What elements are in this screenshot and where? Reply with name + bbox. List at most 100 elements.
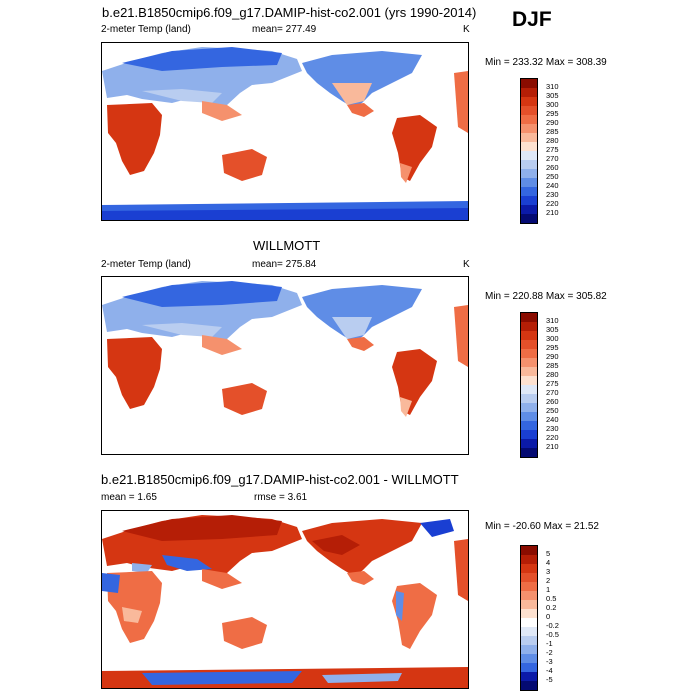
panel-2-mean: mean= 275.84 <box>252 259 317 270</box>
colorbar-label: 290 <box>546 352 559 361</box>
colorbar-swatch <box>521 169 537 178</box>
panel-2-title: WILLMOTT <box>253 238 321 253</box>
colorbar-label: -4 <box>546 666 553 675</box>
panel-2-map-graphic <box>102 281 468 417</box>
colorbar-swatch <box>521 340 537 349</box>
colorbar-label: -3 <box>546 657 553 666</box>
colorbar-swatch <box>521 591 537 600</box>
panel-1-map-graphic <box>102 47 468 220</box>
colorbar-label: 305 <box>546 91 559 100</box>
colorbar-label: 295 <box>546 109 559 118</box>
colorbar-label: 300 <box>546 100 559 109</box>
colorbar-label: 280 <box>546 370 559 379</box>
colorbar-label: 240 <box>546 181 559 190</box>
colorbar-swatch <box>521 394 537 403</box>
colorbar-swatch <box>521 367 537 376</box>
colorbar-swatch <box>521 358 537 367</box>
colorbar-label: 0.2 <box>546 603 557 612</box>
panel-2-variable-label: 2-meter Temp (land) <box>101 259 191 270</box>
colorbar-swatch <box>521 349 537 358</box>
panel-2-colorbar <box>520 312 538 458</box>
colorbar-swatch <box>521 564 537 573</box>
panel-1-map <box>101 42 469 221</box>
colorbar-label: 5 <box>546 549 551 558</box>
colorbar-swatch <box>521 214 537 223</box>
colorbar-label: 250 <box>546 406 559 415</box>
panel-1-colorbar-swatches <box>521 79 537 223</box>
colorbar-swatch <box>521 124 537 133</box>
colorbar-swatch <box>521 133 537 142</box>
colorbar-swatch <box>521 609 537 618</box>
colorbar-label: 260 <box>546 397 559 406</box>
panel-3-minmax: Min = -20.60 Max = 21.52 <box>485 521 599 532</box>
season-label: DJF <box>512 8 552 31</box>
panel-1-mean: mean= 277.49 <box>252 24 317 35</box>
colorbar-label: -0.2 <box>546 621 559 630</box>
colorbar-swatch <box>521 430 537 439</box>
colorbar-label: 270 <box>546 154 559 163</box>
colorbar-label: 280 <box>546 136 559 145</box>
colorbar-swatch <box>521 151 537 160</box>
colorbar-label: -2 <box>546 648 553 657</box>
colorbar-label: 0 <box>546 612 551 621</box>
colorbar-swatch <box>521 421 537 430</box>
colorbar-swatch <box>521 115 537 124</box>
main-title: b.e21.B1850cmip6.f09_g17.DAMIP-hist-co2.… <box>102 5 477 20</box>
panel-3-map-graphic <box>102 515 468 688</box>
panel-1-minmax: Min = 233.32 Max = 308.39 <box>485 57 607 68</box>
colorbar-label: 3 <box>546 567 551 576</box>
panel-1-variable-label: 2-meter Temp (land) <box>101 24 191 35</box>
panel-3-colorbar-swatches <box>521 546 537 690</box>
colorbar-swatch <box>521 403 537 412</box>
colorbar-label: 285 <box>546 361 559 370</box>
colorbar-label: 300 <box>546 334 559 343</box>
colorbar-label: 275 <box>546 379 559 388</box>
colorbar-swatch <box>521 573 537 582</box>
panel-3-title: b.e21.B1850cmip6.f09_g17.DAMIP-hist-co2.… <box>101 472 459 487</box>
colorbar-swatch <box>521 196 537 205</box>
colorbar-label: 220 <box>546 199 559 208</box>
colorbar-label: -5 <box>546 675 553 684</box>
colorbar-swatch <box>521 654 537 663</box>
colorbar-label: 275 <box>546 145 559 154</box>
colorbar-label: 305 <box>546 325 559 334</box>
colorbar-label: 0.5 <box>546 594 557 603</box>
panel-2-map <box>101 276 469 455</box>
colorbar-swatch <box>521 439 537 448</box>
colorbar-label: 2 <box>546 576 551 585</box>
colorbar-swatch <box>521 672 537 681</box>
colorbar-swatch <box>521 448 537 457</box>
colorbar-swatch <box>521 555 537 564</box>
colorbar-label: 260 <box>546 163 559 172</box>
colorbar-label: 310 <box>546 82 559 91</box>
panel-3-rmse: rmse = 3.61 <box>254 492 308 503</box>
colorbar-label: 240 <box>546 415 559 424</box>
colorbar-label: -0.5 <box>546 630 559 639</box>
colorbar-swatch <box>521 106 537 115</box>
colorbar-swatch <box>521 681 537 690</box>
colorbar-label: 285 <box>546 127 559 136</box>
colorbar-label: 4 <box>546 558 551 567</box>
colorbar-swatch <box>521 376 537 385</box>
colorbar-label: 230 <box>546 190 559 199</box>
colorbar-swatch <box>521 313 537 322</box>
panel-3-map <box>101 510 469 689</box>
colorbar-label: 220 <box>546 433 559 442</box>
colorbar-label: 310 <box>546 316 559 325</box>
colorbar-label: 250 <box>546 172 559 181</box>
panel-3-mean: mean = 1.65 <box>101 492 157 503</box>
colorbar-swatch <box>521 178 537 187</box>
colorbar-swatch <box>521 322 537 331</box>
colorbar-label: 295 <box>546 343 559 352</box>
colorbar-swatch <box>521 331 537 340</box>
colorbar-swatch <box>521 582 537 591</box>
panel-1-colorbar <box>520 78 538 224</box>
colorbar-swatch <box>521 546 537 555</box>
colorbar-swatch <box>521 663 537 672</box>
colorbar-swatch <box>521 88 537 97</box>
colorbar-label: 230 <box>546 424 559 433</box>
colorbar-label: 1 <box>546 585 551 594</box>
colorbar-label: 210 <box>546 442 559 451</box>
panel-2-minmax: Min = 220.88 Max = 305.82 <box>485 291 607 302</box>
colorbar-swatch <box>521 627 537 636</box>
